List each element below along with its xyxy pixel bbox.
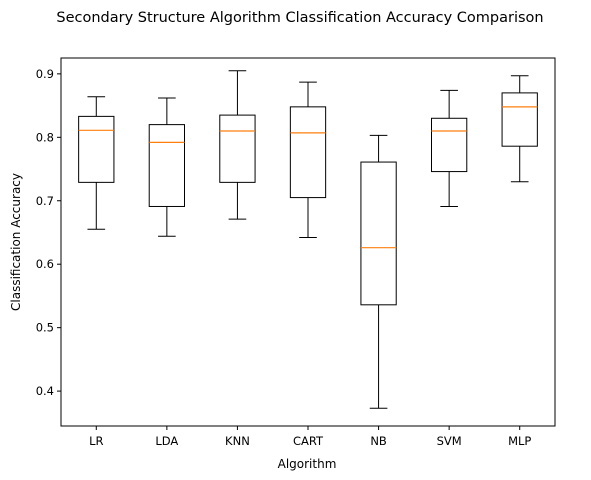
y-tick-label: 0.9 bbox=[36, 67, 54, 81]
iqr-box bbox=[78, 115, 115, 183]
plot-area bbox=[60, 57, 556, 427]
x-tick-label: SVM bbox=[437, 434, 462, 448]
y-tick-label: 0.4 bbox=[36, 384, 54, 398]
box-svm bbox=[431, 89, 468, 207]
x-axis-label: Algorithm bbox=[278, 457, 337, 471]
x-tick-label: KNN bbox=[225, 434, 250, 448]
iqr-box bbox=[148, 124, 185, 207]
plot-frame bbox=[60, 57, 556, 427]
x-tick-label: LDA bbox=[155, 434, 178, 448]
box-cart bbox=[289, 81, 327, 239]
box-lr bbox=[78, 96, 115, 230]
x-tick-label: LR bbox=[89, 434, 103, 448]
iqr-box bbox=[360, 161, 397, 306]
y-tick-label: 0.5 bbox=[36, 321, 54, 335]
box-knn bbox=[219, 70, 256, 220]
y-axis-ticks: 0.4 0.5 0.6 0.7 0.8 0.9 bbox=[36, 67, 61, 398]
y-tick-label: 0.6 bbox=[36, 257, 54, 271]
x-tick-label: MLP bbox=[508, 434, 531, 448]
box-mlp bbox=[501, 75, 538, 183]
box-lda bbox=[148, 97, 185, 237]
iqr-box bbox=[219, 114, 256, 183]
x-tick-label: CART bbox=[293, 434, 324, 448]
iqr-box bbox=[289, 106, 327, 199]
chart-title: Secondary Structure Algorithm Classifica… bbox=[56, 10, 543, 26]
box-nb bbox=[360, 134, 397, 409]
iqr-box bbox=[501, 92, 538, 147]
boxes-layer bbox=[78, 70, 538, 409]
x-axis-ticks: LR LDA KNN CART NB SVM MLP bbox=[89, 426, 531, 448]
y-tick-label: 0.8 bbox=[36, 130, 54, 144]
iqr-box bbox=[431, 117, 468, 173]
x-tick-label: NB bbox=[370, 434, 387, 448]
y-axis-label: Classification Accuracy bbox=[9, 173, 23, 311]
y-tick-label: 0.7 bbox=[36, 194, 54, 208]
